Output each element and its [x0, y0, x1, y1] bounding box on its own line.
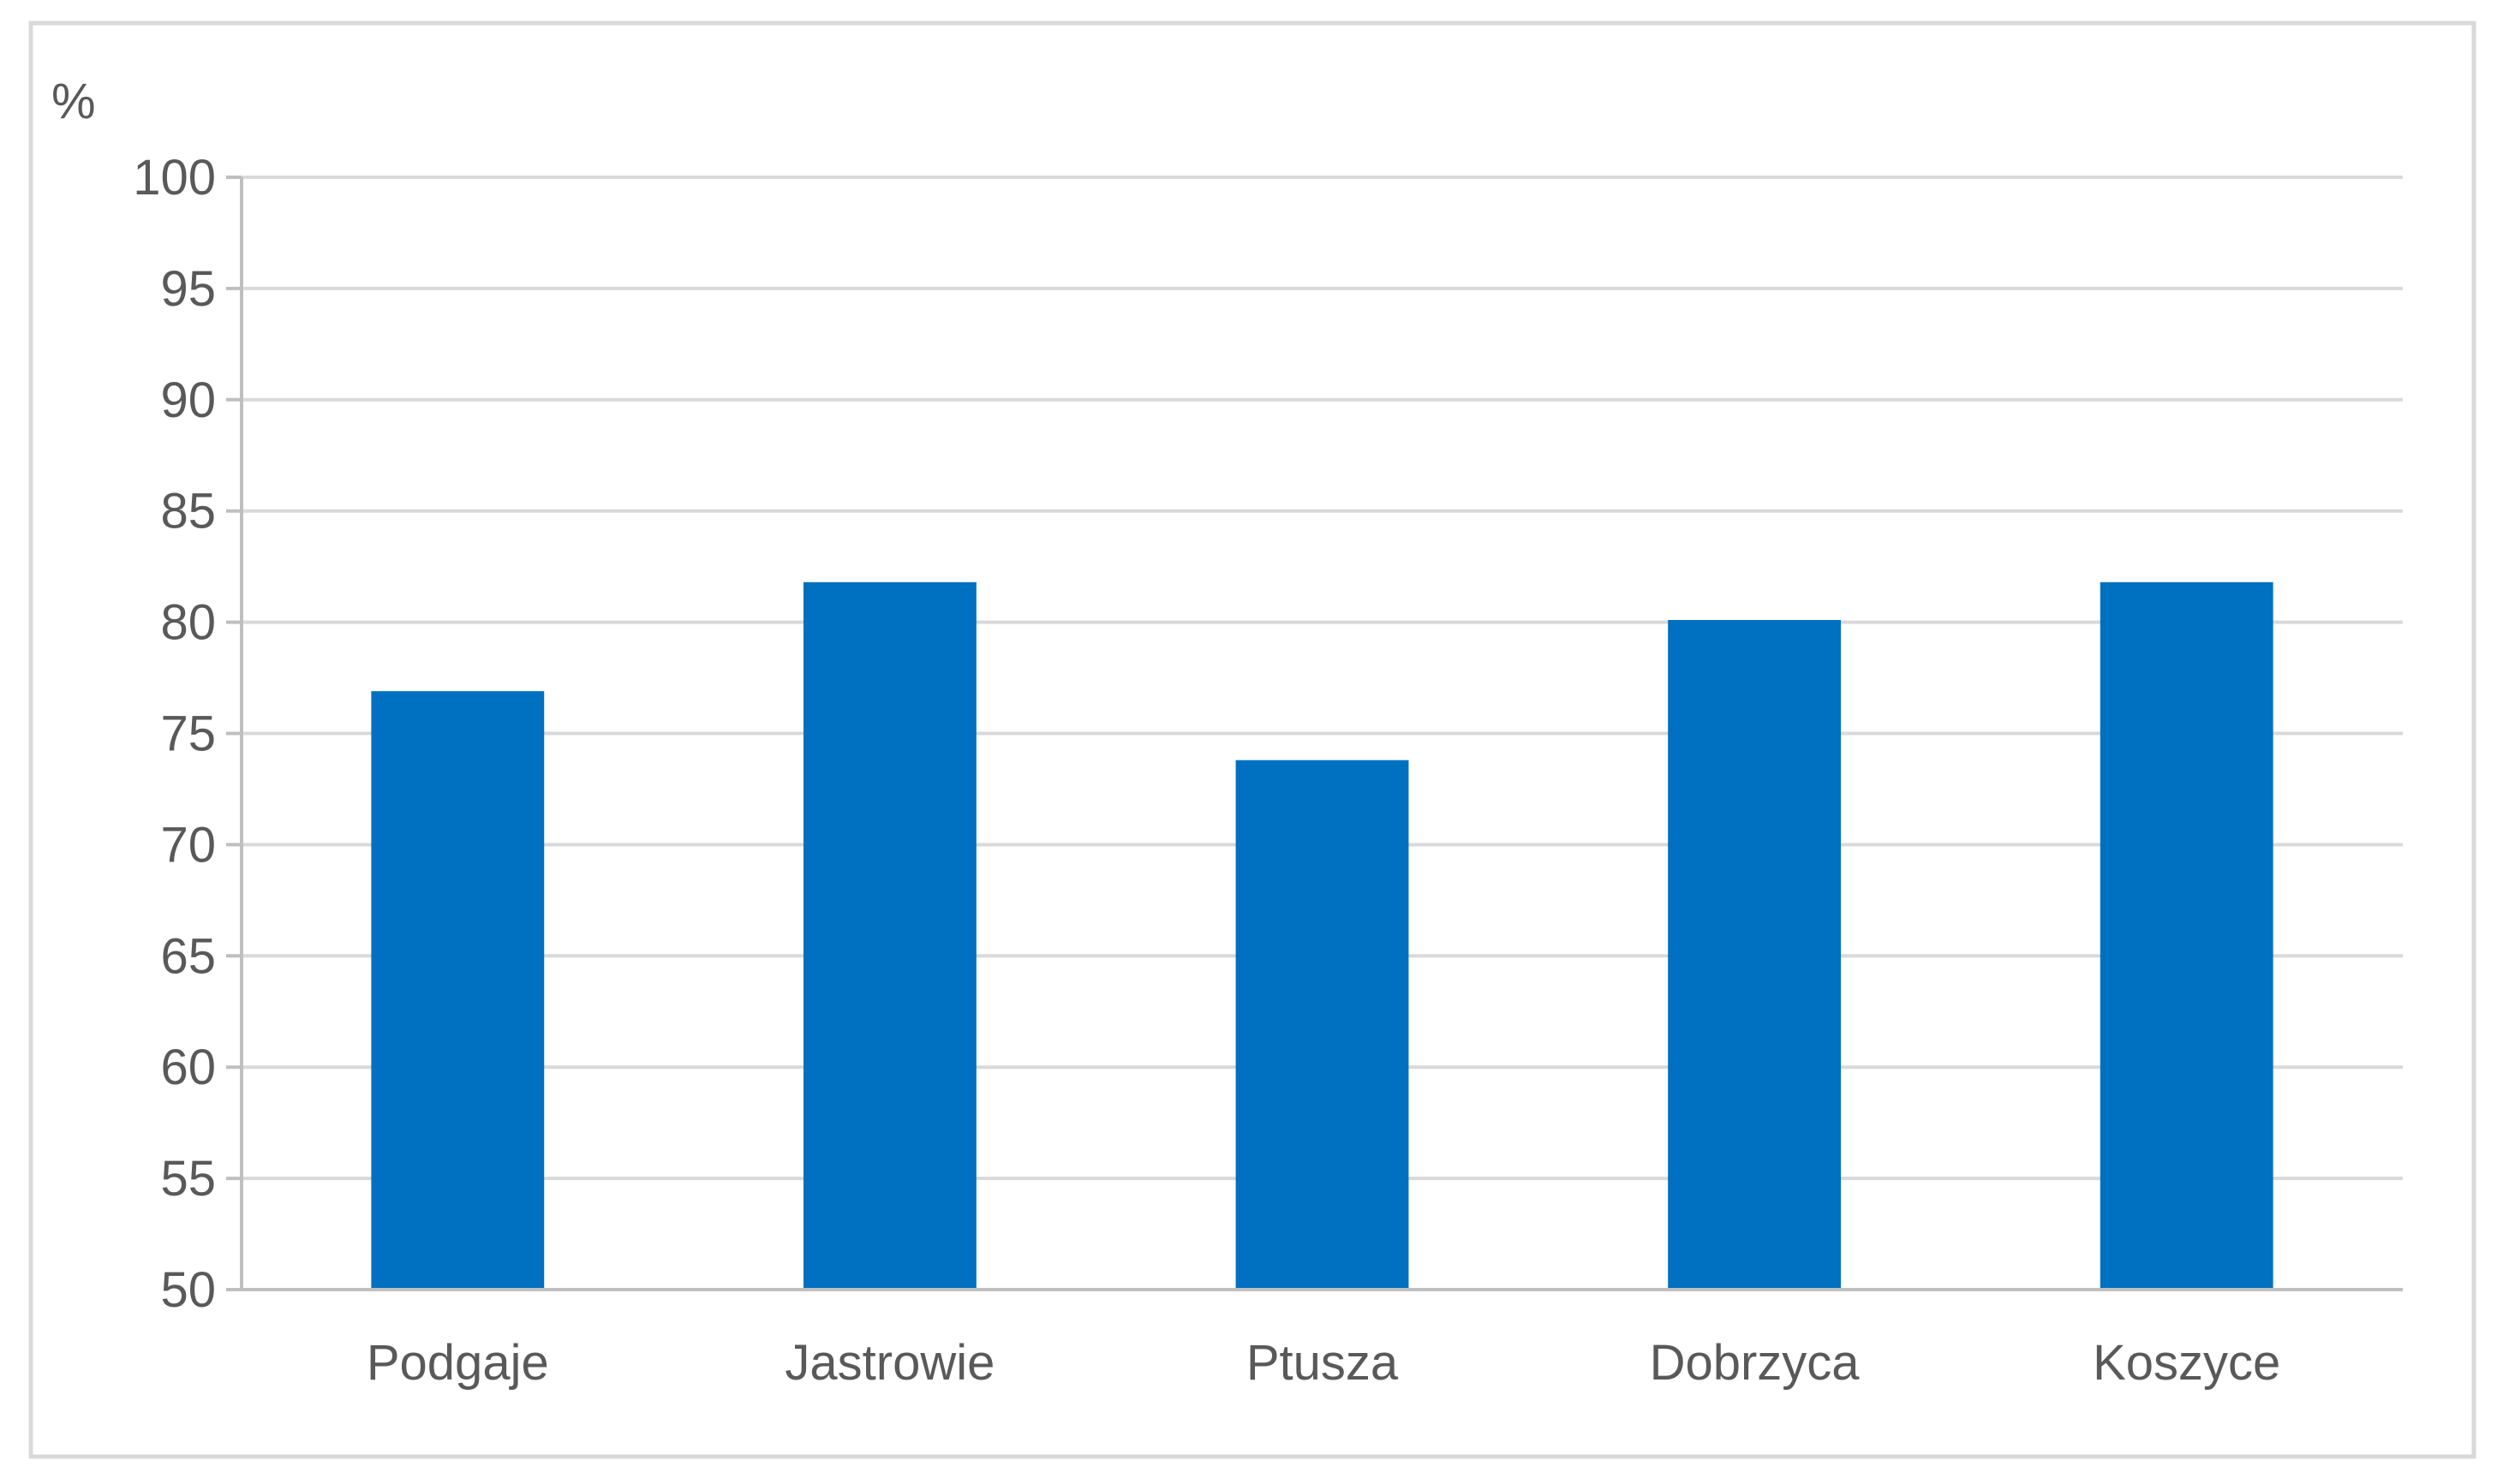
- y-axis-label: %: [51, 74, 96, 129]
- y-tick-label: 95: [160, 261, 216, 317]
- bar-jastrowie: [803, 581, 977, 1290]
- y-tick-label: 75: [160, 706, 216, 762]
- bars: [371, 581, 2273, 1290]
- x-tick-label: Podgaje: [367, 1335, 549, 1391]
- y-tick-label: 50: [160, 1262, 216, 1318]
- y-tick-label: 70: [160, 817, 216, 873]
- bar-ptusza: [1235, 760, 1409, 1290]
- y-tick-label: 80: [160, 595, 216, 651]
- y-tick-label: 90: [160, 372, 216, 428]
- y-tick-label: 85: [160, 484, 216, 539]
- x-tick-label: Koszyce: [2093, 1335, 2280, 1391]
- bar-dobrzyca: [1668, 620, 1842, 1290]
- gridlines: [242, 176, 2403, 1181]
- y-tick-label: 65: [160, 928, 216, 984]
- y-tick-label: 60: [160, 1040, 216, 1095]
- x-tick-label: Ptusza: [1246, 1335, 1399, 1391]
- tick-labels: 50 55 60 65 70 75 80 85 90 95 100 Podgaje Jastrowie P…: [133, 150, 2280, 1391]
- x-tick-label: Dobrzyca: [1650, 1335, 1861, 1391]
- x-tick-label: Jastrowie: [785, 1335, 995, 1391]
- y-tick-label: 100: [133, 150, 216, 206]
- bar-podgaje: [371, 691, 545, 1290]
- axes: [226, 176, 2403, 1291]
- bar-koszyce: [2100, 581, 2273, 1290]
- y-tick-label: 55: [160, 1151, 216, 1207]
